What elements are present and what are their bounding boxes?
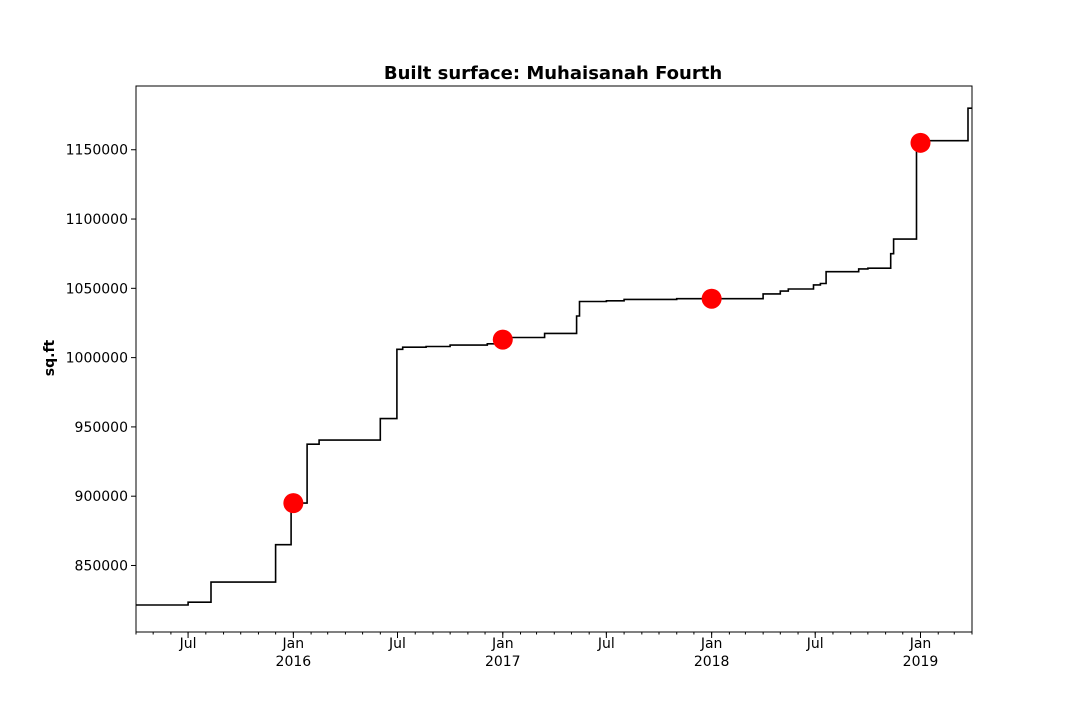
y-axis-label: sq.ft [42,339,58,376]
x-tick-label: Jul [806,636,824,652]
y-tick-label: 1150000 [66,143,128,159]
y-tick-label: 950000 [75,420,128,436]
x-tick-label: Jan [491,636,514,652]
x-tick-year-label: 2016 [276,654,312,670]
data-marker [910,132,931,153]
x-tick-year-label: 2019 [903,654,939,670]
x-tick-label: Jan [700,636,723,652]
y-tick-label: 850000 [75,558,128,574]
y-tick-label: 1000000 [66,351,128,367]
x-tick-label: Jul [388,636,406,652]
axes-frame [135,85,973,633]
x-tick-year-label: 2018 [694,654,730,670]
y-tick-label: 1100000 [66,212,128,228]
chart-title: Built surface: Muhaisanah Fourth [384,63,722,84]
data-marker [492,329,513,350]
data-marker [701,288,722,309]
x-tick-label: Jan [909,636,932,652]
x-tick-year-label: 2017 [485,654,521,670]
plot-area: 850000 900000 950000 1000000 1050000 1100000 1… [66,85,973,670]
built-surface-step-line [136,107,972,606]
data-marker [283,493,304,514]
x-tick-label: Jul [179,636,197,652]
y-tick-label: 1050000 [66,281,128,297]
y-tick-label: 900000 [75,489,128,505]
x-tick-label: Jan [282,636,305,652]
x-tick-label: Jul [597,636,615,652]
